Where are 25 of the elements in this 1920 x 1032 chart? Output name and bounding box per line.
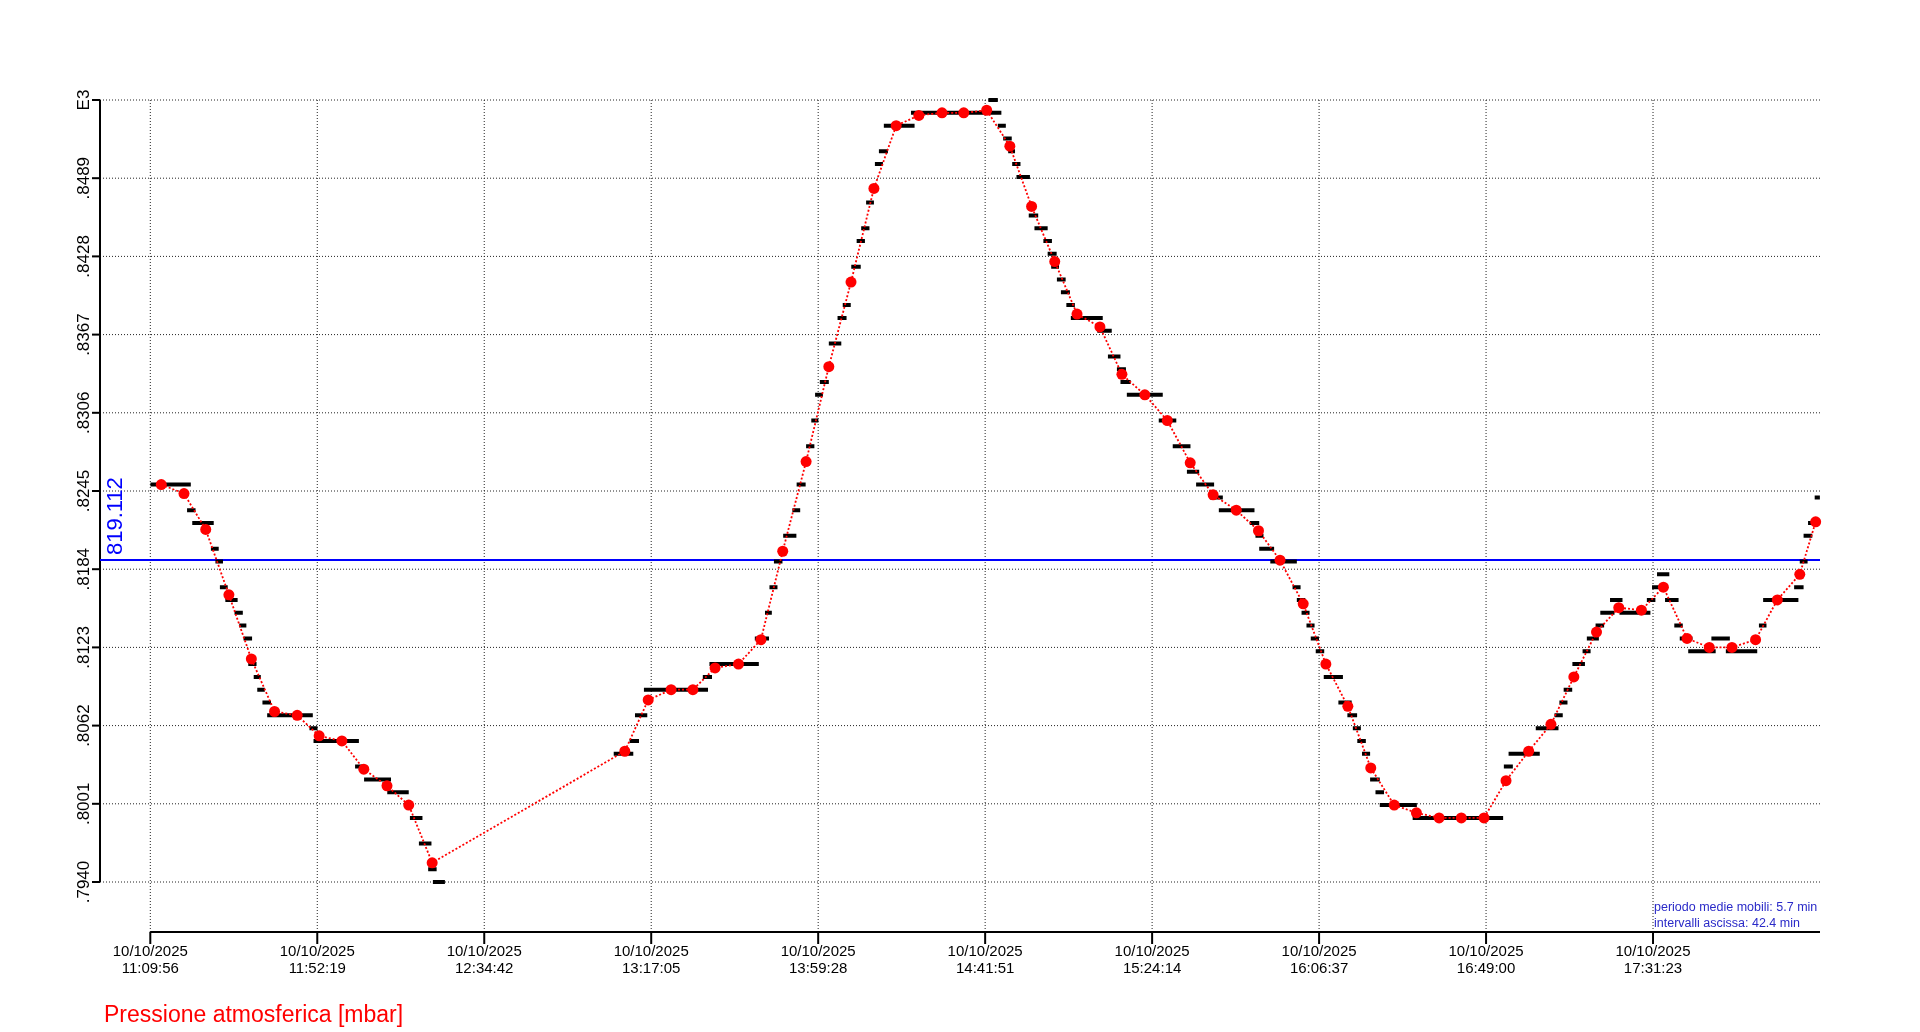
y-tick-label: .8245 xyxy=(74,469,93,513)
x-tick-label: 10/10/2025 15:24:14 xyxy=(1114,942,1190,976)
y-tick-label: .8184 xyxy=(74,547,93,591)
y-tick-label: .8306 xyxy=(74,391,93,435)
text: Pressione atmosferica [mbar] xyxy=(104,1001,404,1027)
y-tick-label: .8001 xyxy=(74,782,93,826)
x-tick-label: 10/10/2025 14:41:51 xyxy=(947,942,1023,976)
text: periodo medie mobili: 5.7 min xyxy=(1654,900,1818,914)
x-tick-label: 10/10/2025 11:09:56 xyxy=(112,942,188,976)
x-tick-label: 10/10/2025 17:31:23 xyxy=(1615,942,1691,976)
y-axis-title: E3 xyxy=(74,89,93,111)
y-tick-label: .8428 xyxy=(74,235,93,278)
x-tick-label: 10/10/2025 16:06:37 xyxy=(1281,942,1357,976)
y-tick-label: .8367 xyxy=(74,313,93,356)
x-tick-label: 10/10/2025 12:34:42 xyxy=(446,942,522,976)
text: intervalli ascissa: 42.4 min xyxy=(1654,916,1800,930)
x-tick-label: 10/10/2025 11:52:19 xyxy=(279,942,355,976)
y-tick-label: .8062 xyxy=(74,704,93,747)
y-tick-label: .8123 xyxy=(74,626,93,669)
y-tick-label: .8489 xyxy=(74,156,93,200)
ref-line-label: 819.112 xyxy=(102,477,127,556)
x-tick-label: 10/10/2025 13:17:05 xyxy=(613,942,689,976)
y-tick-label: .7940 xyxy=(74,860,93,904)
x-tick-label: 10/10/2025 13:59:28 xyxy=(780,942,856,976)
x-tick-label: 10/10/2025 16:49:00 xyxy=(1448,942,1524,976)
